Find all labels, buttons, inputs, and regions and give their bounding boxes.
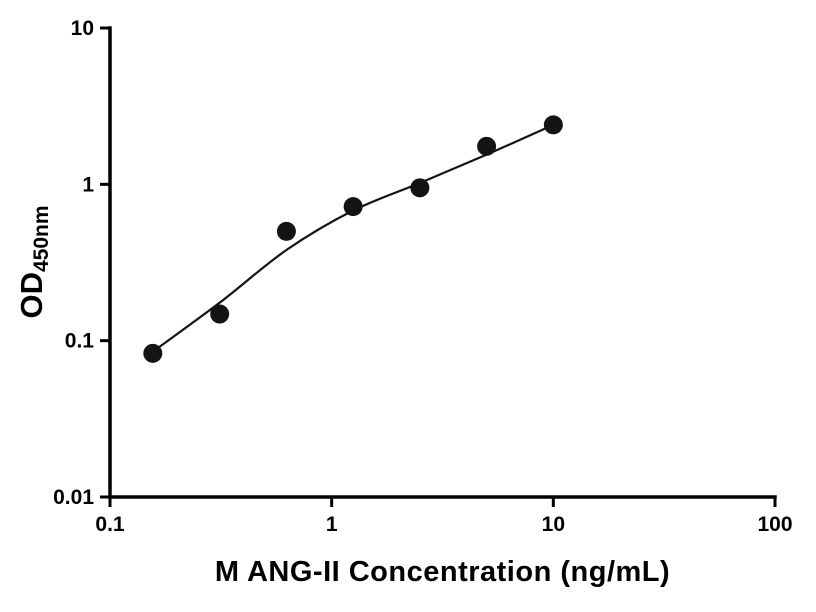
y-axis-title-main: OD bbox=[14, 272, 49, 319]
y-axis-tick-label: 10 bbox=[71, 17, 94, 40]
x-axis-tick-label: 10 bbox=[542, 513, 565, 536]
x-axis-tick-label: 100 bbox=[757, 513, 792, 536]
data-point bbox=[276, 221, 296, 241]
x-axis-title: M ANG-II Concentration (ng/mL) bbox=[214, 556, 671, 588]
data-point bbox=[543, 115, 563, 135]
data-point bbox=[343, 197, 363, 217]
y-axis-title: OD450nm bbox=[14, 205, 54, 318]
data-point bbox=[477, 136, 497, 156]
y-axis-title-subscript: 450nm bbox=[30, 205, 53, 273]
data-point bbox=[210, 304, 230, 324]
y-axis-tick-label: 0.1 bbox=[65, 330, 95, 353]
x-axis-tick-label: 1 bbox=[326, 513, 338, 536]
x-axis-tick-label: 0.1 bbox=[95, 513, 125, 536]
axis-lines bbox=[108, 26, 777, 499]
y-axis-tick-label: 1 bbox=[82, 173, 94, 196]
data-point bbox=[410, 178, 430, 198]
data-point bbox=[143, 343, 163, 363]
y-axis-tick-label: 0.01 bbox=[53, 486, 94, 509]
